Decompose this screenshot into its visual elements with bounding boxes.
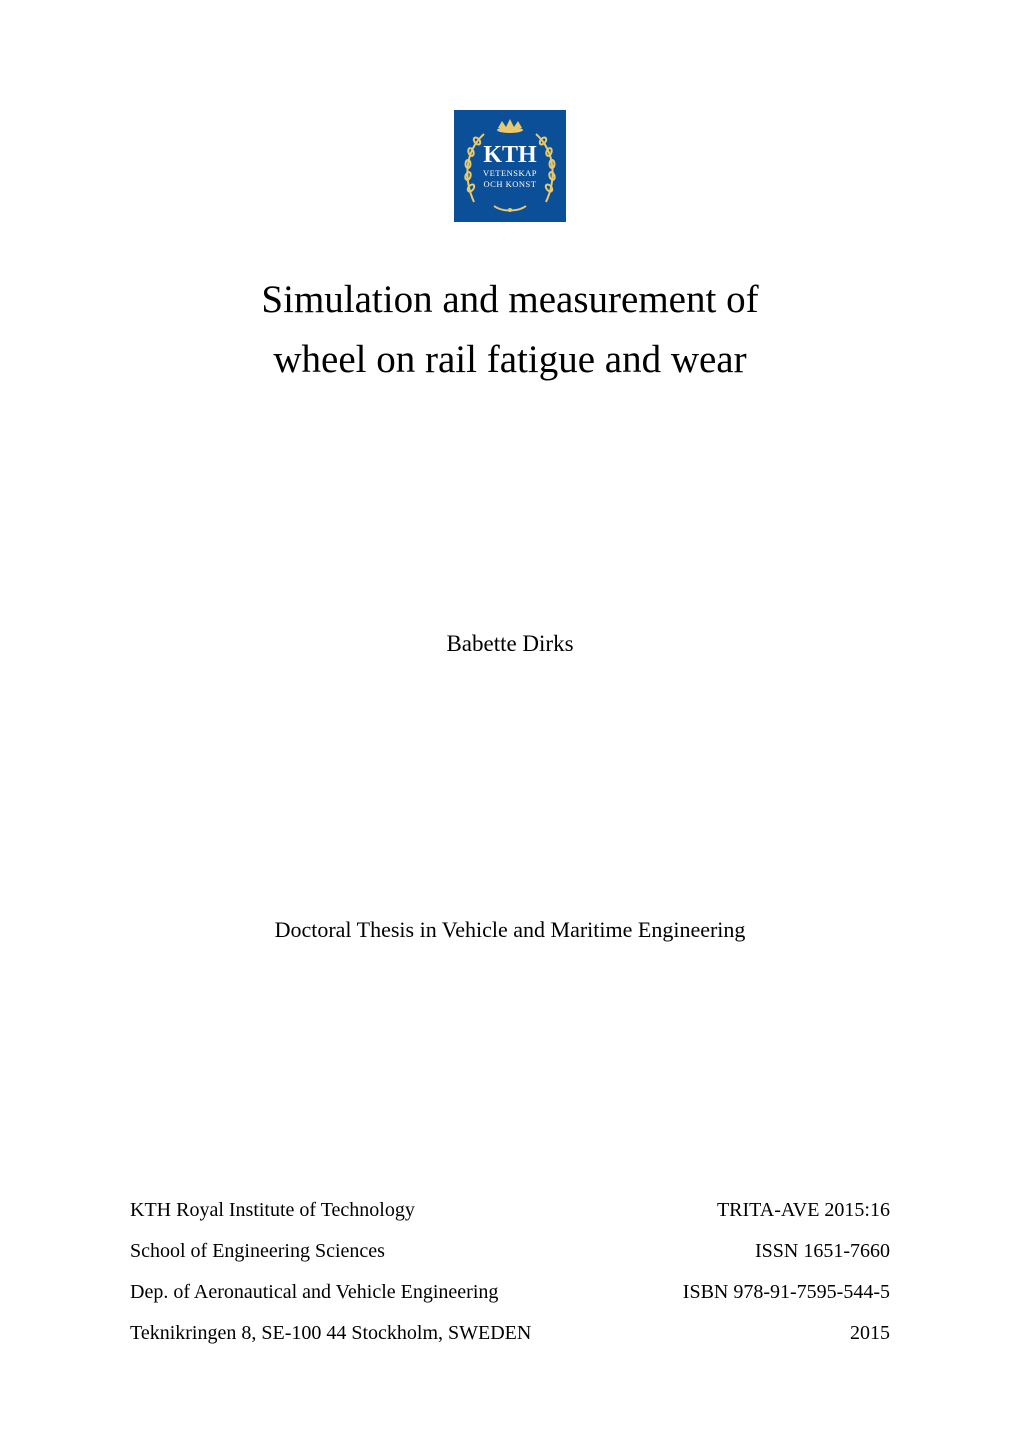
footer-left: Dep. of Aeronautical and Vehicle Enginee… — [130, 1272, 498, 1313]
footer-row: KTH Royal Institute of Technology TRITA-… — [130, 1190, 890, 1231]
title-page: KTH VETENSKAP OCH KONST Simulation and m… — [0, 0, 1020, 1442]
footer-left: School of Engineering Sciences — [130, 1231, 385, 1272]
title-line-1: Simulation and measurement of — [130, 270, 890, 330]
kth-logo: KTH VETENSKAP OCH KONST — [454, 110, 566, 222]
logo-text-kth: KTH — [483, 142, 537, 168]
footer-left: KTH Royal Institute of Technology — [130, 1190, 415, 1231]
footer-row: Dep. of Aeronautical and Vehicle Enginee… — [130, 1272, 890, 1313]
title-line-2: wheel on rail fatigue and wear — [130, 330, 890, 390]
footer-right: TRITA-AVE 2015:16 — [717, 1190, 890, 1231]
footer-row: Teknikringen 8, SE-100 44 Stockholm, SWE… — [130, 1313, 890, 1354]
footer-right: ISSN 1651-7660 — [755, 1231, 890, 1272]
footer-row: School of Engineering Sciences ISSN 1651… — [130, 1231, 890, 1272]
thesis-subtitle: Doctoral Thesis in Vehicle and Maritime … — [130, 917, 890, 943]
author-name: Babette Dirks — [130, 631, 890, 657]
footer-right: 2015 — [850, 1313, 890, 1354]
footer-right: ISBN 978-91-7595-544-5 — [683, 1272, 890, 1313]
logo-text-line2: VETENSKAP — [483, 168, 537, 178]
logo-container: KTH VETENSKAP OCH KONST — [130, 110, 890, 222]
thesis-title: Simulation and measurement of wheel on r… — [130, 270, 890, 391]
footer-left: Teknikringen 8, SE-100 44 Stockholm, SWE… — [130, 1313, 531, 1354]
logo-text-line3: OCH KONST — [484, 179, 537, 189]
footer-block: KTH Royal Institute of Technology TRITA-… — [130, 1190, 890, 1354]
